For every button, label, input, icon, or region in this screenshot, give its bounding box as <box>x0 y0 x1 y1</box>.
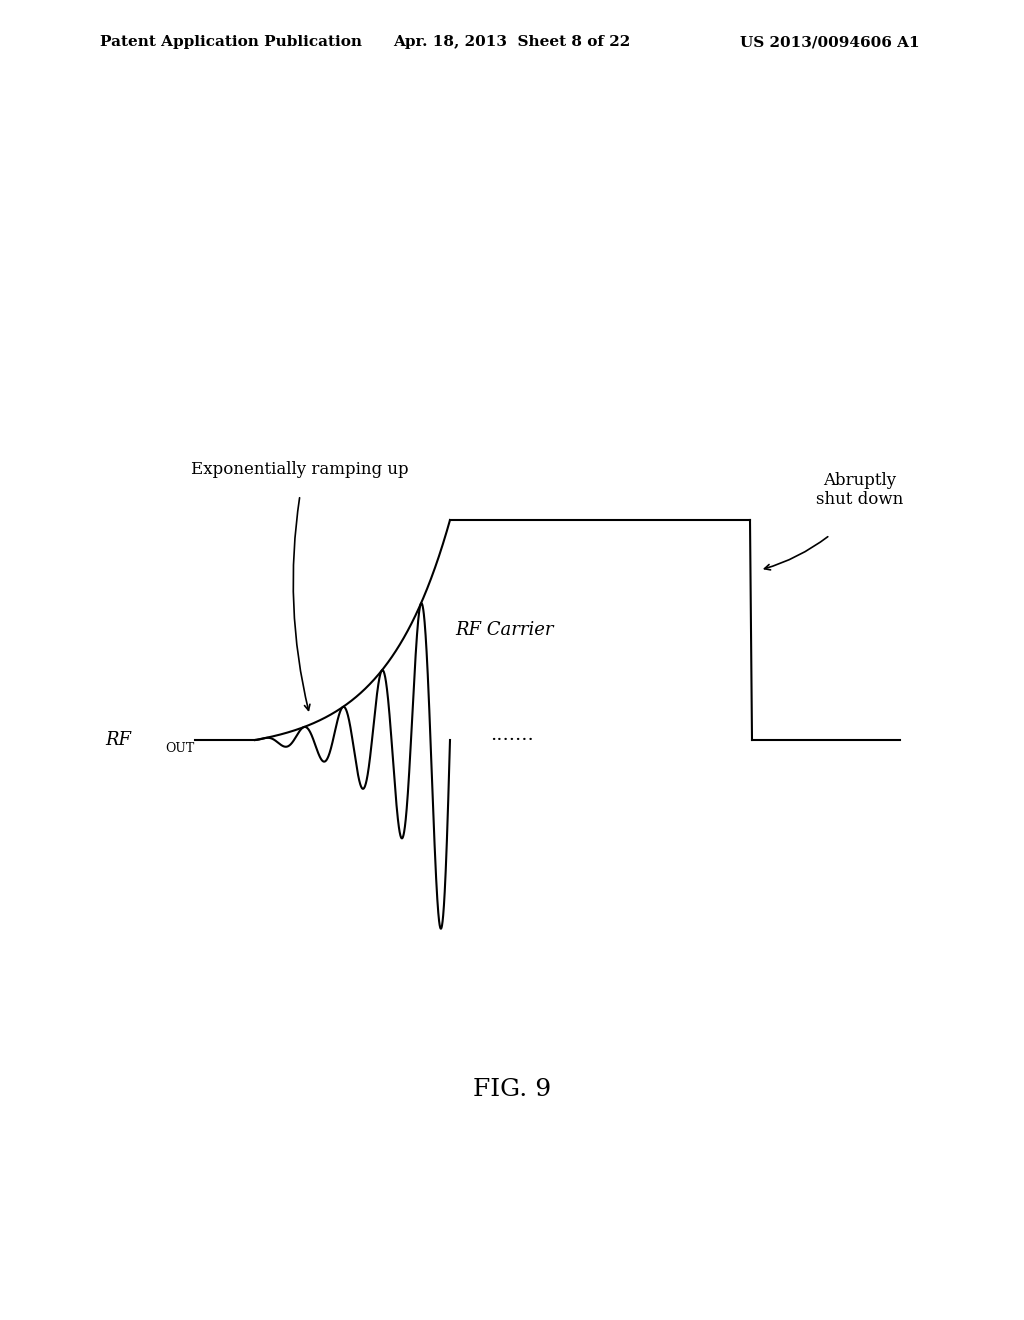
Text: Abruptly
shut down: Abruptly shut down <box>816 471 903 508</box>
Text: FIG. 9: FIG. 9 <box>473 1078 551 1101</box>
Text: US 2013/0094606 A1: US 2013/0094606 A1 <box>740 36 920 49</box>
Text: Patent Application Publication: Patent Application Publication <box>100 36 362 49</box>
Text: Exponentially ramping up: Exponentially ramping up <box>191 462 409 479</box>
Text: OUT: OUT <box>165 742 195 755</box>
Text: .......: ....... <box>490 726 534 744</box>
Text: Apr. 18, 2013  Sheet 8 of 22: Apr. 18, 2013 Sheet 8 of 22 <box>393 36 631 49</box>
Text: RF Carrier: RF Carrier <box>455 620 554 639</box>
Text: RF: RF <box>105 731 131 748</box>
